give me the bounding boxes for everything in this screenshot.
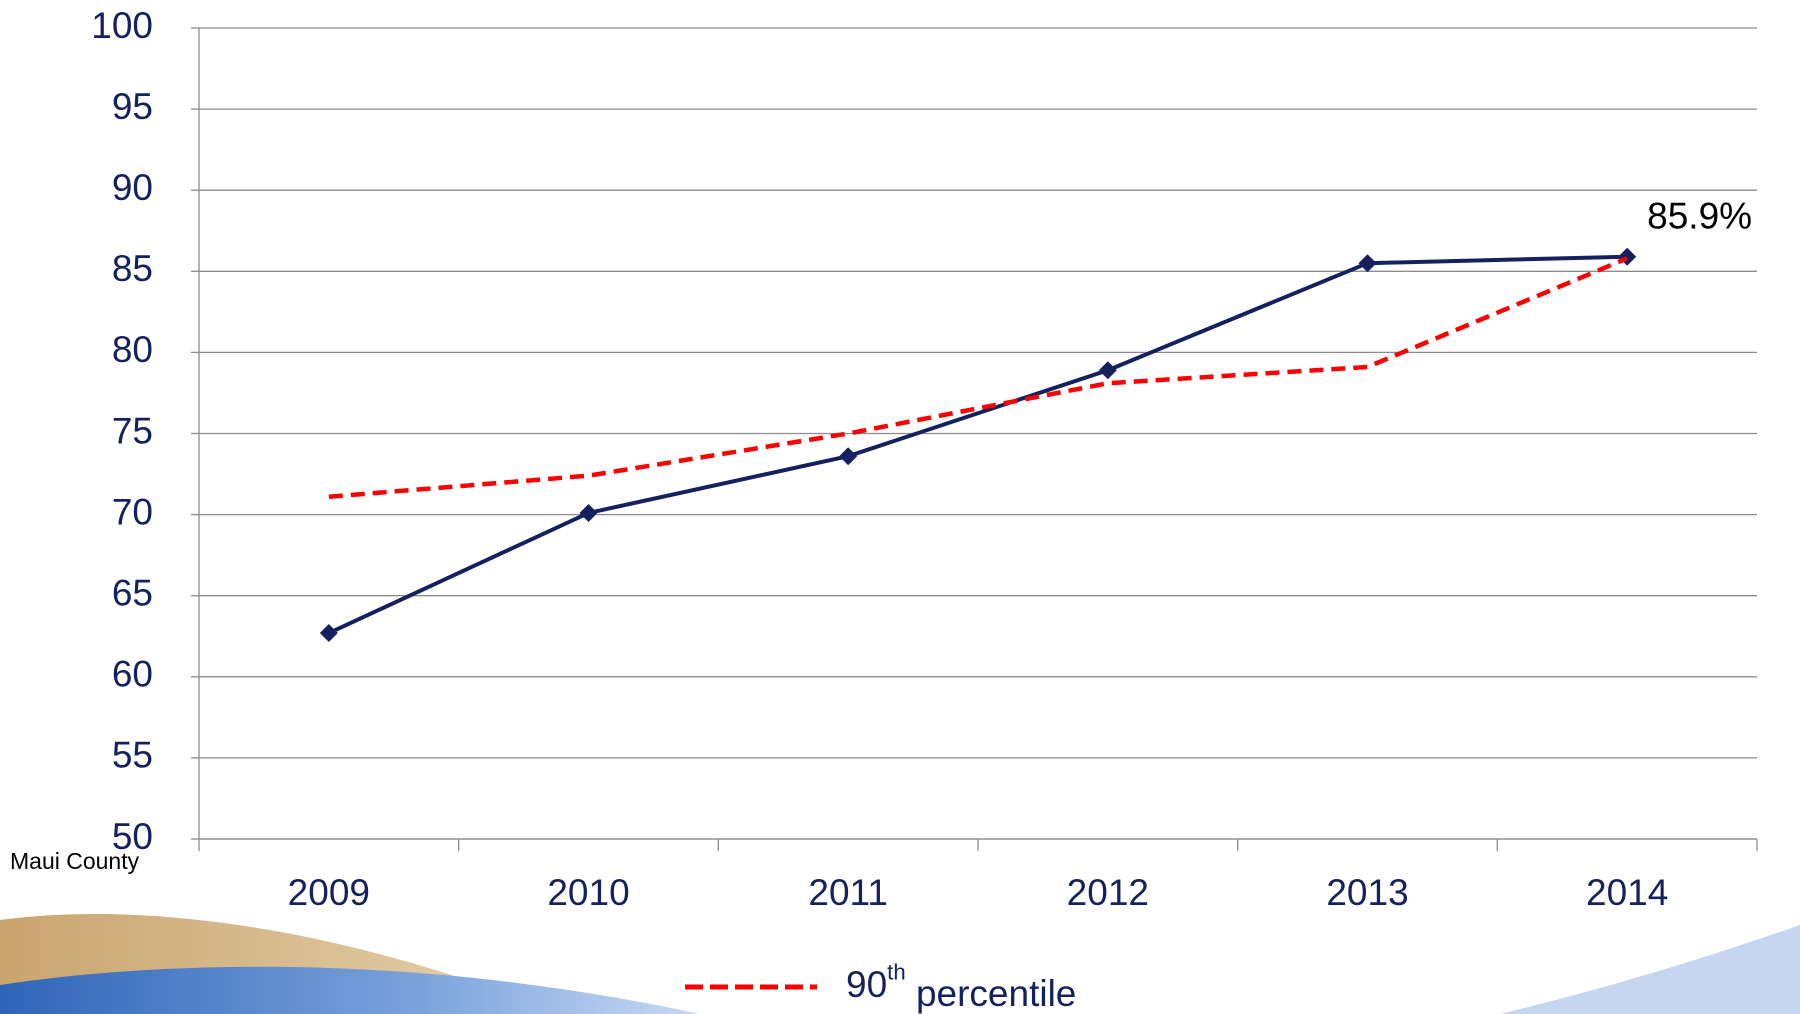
x-tick-label: 2014	[1586, 872, 1668, 913]
y-tick-label: 70	[112, 491, 153, 532]
point-marker	[1098, 361, 1117, 380]
x-tick-label: 2012	[1067, 872, 1149, 913]
x-tick-label: 2011	[808, 872, 888, 913]
y-tick-label: 90	[112, 167, 153, 208]
y-tick-label: 85	[112, 248, 153, 289]
legend-label: Maui County	[10, 848, 140, 874]
x-tick-label: 2013	[1326, 872, 1408, 913]
annotation: 85.9%	[1647, 195, 1752, 236]
series-line	[328, 256, 1629, 500]
y-tick-label: 65	[112, 572, 153, 613]
decoration	[0, 966, 700, 1014]
point-marker	[1358, 254, 1377, 273]
decoration	[1500, 925, 1800, 1014]
point-marker	[579, 503, 598, 522]
y-tick-label: 60	[112, 654, 153, 695]
y-tick-label: 100	[91, 5, 153, 46]
plot: 50 55 60 65 70 75 80 85 90 95 100 2009 2010 2011 2012 2…	[10, 5, 1758, 1014]
y-tick-label: 55	[112, 735, 153, 776]
legend-label: 90th percentile	[846, 960, 1076, 1014]
point-marker	[319, 624, 338, 643]
series-line	[327, 254, 1628, 635]
y-tick-label: 95	[112, 86, 153, 127]
point-marker	[839, 447, 858, 466]
y-tick-label: 80	[112, 329, 153, 370]
x-tick-label: 2009	[288, 872, 370, 913]
y-tick-label: 75	[112, 410, 153, 451]
x-tick-label: 2010	[547, 872, 629, 913]
y-tick-label: 50	[112, 816, 153, 857]
